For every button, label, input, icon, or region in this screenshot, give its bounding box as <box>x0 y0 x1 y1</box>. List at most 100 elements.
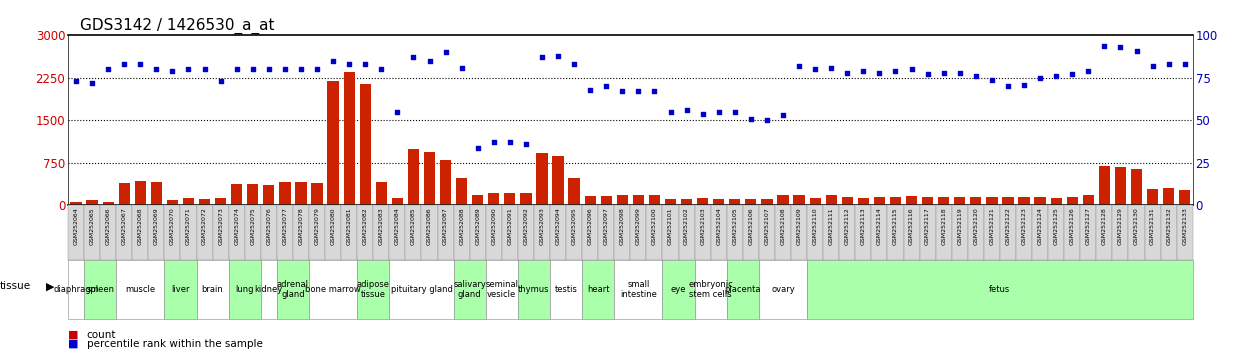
Text: GSM252083: GSM252083 <box>378 207 384 245</box>
Bar <box>713 199 724 205</box>
FancyBboxPatch shape <box>775 205 791 260</box>
Text: GSM252104: GSM252104 <box>716 207 722 245</box>
FancyBboxPatch shape <box>1048 205 1064 260</box>
Text: GSM252080: GSM252080 <box>330 207 336 245</box>
Text: GSM252103: GSM252103 <box>700 207 706 245</box>
Bar <box>569 178 580 205</box>
FancyBboxPatch shape <box>309 260 357 319</box>
Point <box>307 67 326 72</box>
Bar <box>1051 198 1062 205</box>
FancyBboxPatch shape <box>743 205 759 260</box>
FancyBboxPatch shape <box>454 260 486 319</box>
Bar <box>360 84 371 205</box>
Bar <box>1035 198 1046 205</box>
FancyBboxPatch shape <box>229 260 261 319</box>
Point <box>645 88 665 94</box>
Point <box>806 67 826 72</box>
Point <box>1142 63 1162 69</box>
Bar <box>376 182 387 205</box>
Text: GSM252130: GSM252130 <box>1133 207 1140 245</box>
FancyBboxPatch shape <box>1128 205 1145 260</box>
FancyBboxPatch shape <box>1112 205 1128 260</box>
Point <box>371 67 391 72</box>
Bar <box>761 199 772 205</box>
Text: GSM252110: GSM252110 <box>812 207 818 245</box>
Text: GSM252067: GSM252067 <box>121 207 127 245</box>
FancyBboxPatch shape <box>84 205 100 260</box>
FancyBboxPatch shape <box>180 205 197 260</box>
Text: GSM252114: GSM252114 <box>876 207 883 245</box>
Text: liver: liver <box>172 285 189 294</box>
Point <box>869 70 889 76</box>
Point <box>709 109 729 115</box>
FancyBboxPatch shape <box>100 205 116 260</box>
Point <box>821 65 840 70</box>
Text: GSM252115: GSM252115 <box>892 207 899 245</box>
Point <box>885 68 905 74</box>
Text: GSM252064: GSM252064 <box>73 207 79 245</box>
Bar <box>890 197 901 205</box>
FancyBboxPatch shape <box>791 205 807 260</box>
Bar <box>585 196 596 205</box>
Text: muscle: muscle <box>125 285 156 294</box>
Text: adrenal
gland: adrenal gland <box>277 280 309 299</box>
FancyBboxPatch shape <box>582 205 598 260</box>
Text: GSM252074: GSM252074 <box>234 207 240 245</box>
FancyBboxPatch shape <box>968 205 984 260</box>
Bar <box>472 195 483 205</box>
Text: heart: heart <box>587 285 609 294</box>
FancyBboxPatch shape <box>759 205 775 260</box>
FancyBboxPatch shape <box>695 260 727 319</box>
Text: GSM252085: GSM252085 <box>410 207 417 245</box>
Point <box>99 67 119 72</box>
Point <box>242 67 263 72</box>
FancyBboxPatch shape <box>277 260 309 319</box>
Point <box>114 62 135 67</box>
FancyBboxPatch shape <box>1080 205 1096 260</box>
Bar <box>1147 189 1158 205</box>
FancyBboxPatch shape <box>116 205 132 260</box>
Point <box>210 79 230 84</box>
Text: GSM252107: GSM252107 <box>764 207 770 245</box>
FancyBboxPatch shape <box>116 260 164 319</box>
Text: GSM252123: GSM252123 <box>1021 207 1027 245</box>
Bar <box>328 81 339 205</box>
Point <box>467 145 487 150</box>
FancyBboxPatch shape <box>389 260 454 319</box>
Bar <box>456 178 467 205</box>
Text: GSM252075: GSM252075 <box>250 207 256 245</box>
Point <box>82 80 103 86</box>
Bar <box>794 195 805 205</box>
Bar <box>552 156 564 205</box>
Point <box>1063 72 1083 77</box>
Text: GSM252121: GSM252121 <box>989 207 995 245</box>
Text: GSM252111: GSM252111 <box>828 207 834 245</box>
FancyBboxPatch shape <box>839 205 855 260</box>
Text: GSM252129: GSM252129 <box>1117 207 1124 245</box>
FancyBboxPatch shape <box>213 205 229 260</box>
Bar <box>215 198 226 205</box>
Point <box>1174 62 1194 67</box>
Bar <box>1083 195 1094 205</box>
Point <box>67 79 87 84</box>
Bar <box>1115 167 1126 205</box>
Text: GSM252096: GSM252096 <box>587 207 593 245</box>
FancyBboxPatch shape <box>486 205 502 260</box>
Point <box>227 67 247 72</box>
FancyBboxPatch shape <box>1161 205 1177 260</box>
FancyBboxPatch shape <box>84 260 116 319</box>
Bar <box>311 183 323 205</box>
Bar <box>697 198 708 205</box>
Text: GSM252133: GSM252133 <box>1182 207 1188 245</box>
Text: GSM252076: GSM252076 <box>266 207 272 245</box>
Point <box>1031 75 1051 81</box>
Text: small
intestine: small intestine <box>620 280 656 299</box>
Text: lung: lung <box>236 285 253 294</box>
Bar <box>151 182 162 205</box>
Bar <box>536 153 548 205</box>
Text: GDS3142 / 1426530_a_at: GDS3142 / 1426530_a_at <box>80 17 274 34</box>
Point <box>917 72 937 77</box>
Bar <box>649 195 660 205</box>
Text: GSM252090: GSM252090 <box>491 207 497 245</box>
Text: GSM252069: GSM252069 <box>153 207 159 245</box>
